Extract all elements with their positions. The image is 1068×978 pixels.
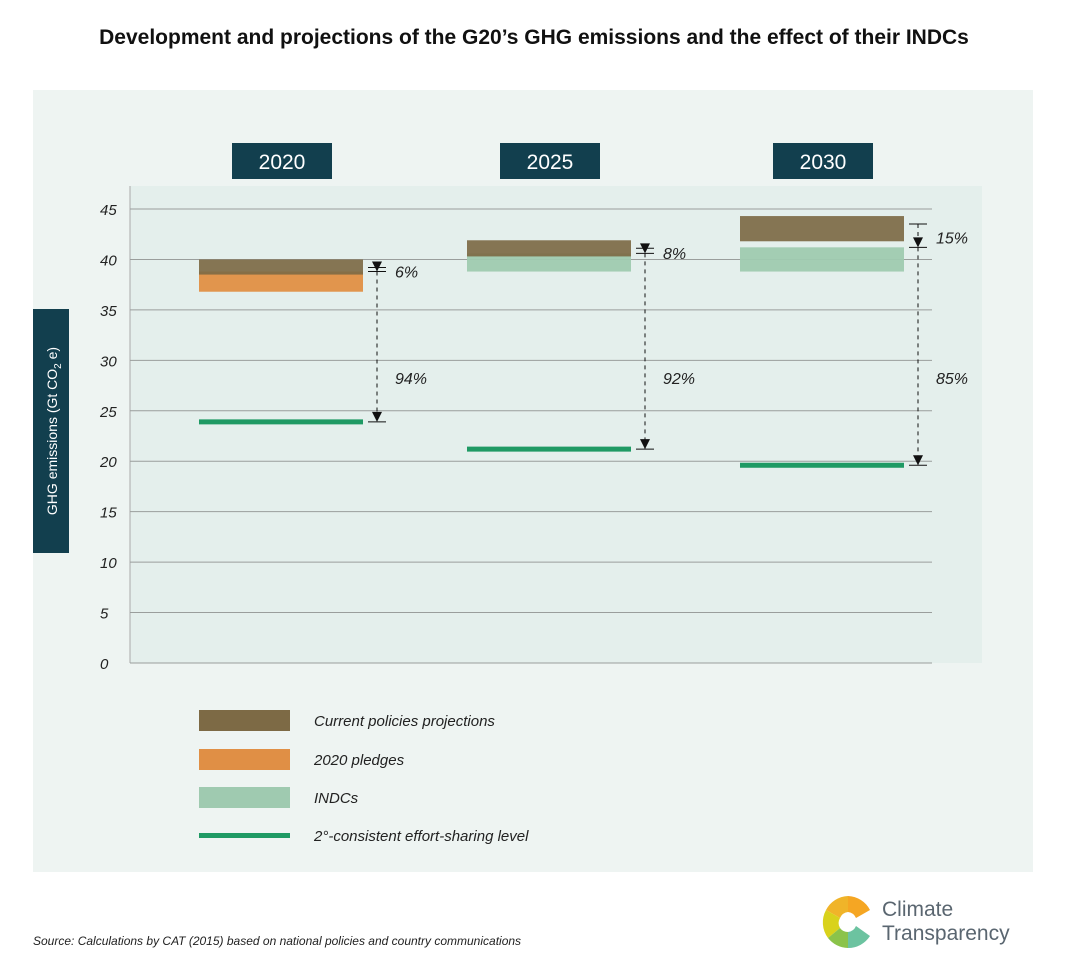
arrow-down-icon xyxy=(640,439,650,450)
arrow-down-icon xyxy=(372,411,382,422)
year-label-box xyxy=(773,143,873,179)
arrow-down-icon xyxy=(640,243,650,254)
target-level-line xyxy=(740,462,904,468)
arrow-down-icon xyxy=(913,455,923,466)
logo-mark-icon xyxy=(822,896,870,949)
climate-transparency-logo: Climate Transparency xyxy=(818,892,1048,952)
lower-gap-label: 94% xyxy=(395,371,427,388)
y-tick-label: 25 xyxy=(99,404,117,421)
y-tick-label: 30 xyxy=(100,353,117,370)
year-label: 2020 xyxy=(259,151,306,174)
legend-swatch xyxy=(199,710,290,731)
year-label: 2030 xyxy=(800,151,847,174)
legend-label: 2°-consistent effort-sharing level xyxy=(313,828,529,845)
bar-indcs xyxy=(740,247,904,272)
y-tick-label: 45 xyxy=(100,202,117,219)
source-note: Source: Calculations by CAT (2015) based… xyxy=(33,934,522,948)
bar-2020-pledges xyxy=(199,271,363,292)
logo-text-line1: Climate xyxy=(882,898,954,921)
bar-current-policies-projections xyxy=(467,240,631,257)
year-label-box xyxy=(500,143,600,179)
bar-current-policies-projections xyxy=(740,216,904,242)
y-tick-label: 20 xyxy=(99,454,117,471)
y-tick-label: 5 xyxy=(100,606,109,623)
y-tick-label: 10 xyxy=(100,555,117,572)
target-level-line xyxy=(199,419,363,425)
chart-title: Development and projections of the G20’s… xyxy=(99,26,969,49)
arrow-down-icon xyxy=(913,237,923,248)
year-label-box xyxy=(232,143,332,179)
lower-gap-label: 85% xyxy=(936,371,968,388)
legend-swatch xyxy=(199,833,290,838)
legend-swatch xyxy=(199,787,290,808)
legend-label: INDCs xyxy=(314,790,359,807)
bar-indcs xyxy=(467,253,631,272)
y-axis-label-box xyxy=(33,309,69,553)
y-tick-label: 0 xyxy=(100,656,109,673)
lower-gap-label: 92% xyxy=(663,371,695,388)
y-tick-label: 40 xyxy=(100,252,117,269)
legend-label: Current policies projections xyxy=(314,713,495,730)
y-tick-label: 35 xyxy=(100,303,117,320)
year-label: 2025 xyxy=(527,151,574,174)
upper-gap-label: 6% xyxy=(395,264,418,281)
upper-gap-label: 15% xyxy=(936,231,968,248)
y-tick-label: 15 xyxy=(100,505,117,522)
target-level-line xyxy=(467,446,631,452)
bar-current-policies-projections xyxy=(199,259,363,275)
logo-text-line2: Transparency xyxy=(882,922,1010,945)
arrow-down-icon xyxy=(372,261,382,272)
legend-swatch xyxy=(199,749,290,770)
upper-gap-label: 8% xyxy=(663,246,686,263)
y-axis-label: GHG emissions (Gt CO2 e) xyxy=(44,347,64,515)
legend-label: 2020 pledges xyxy=(313,752,405,769)
